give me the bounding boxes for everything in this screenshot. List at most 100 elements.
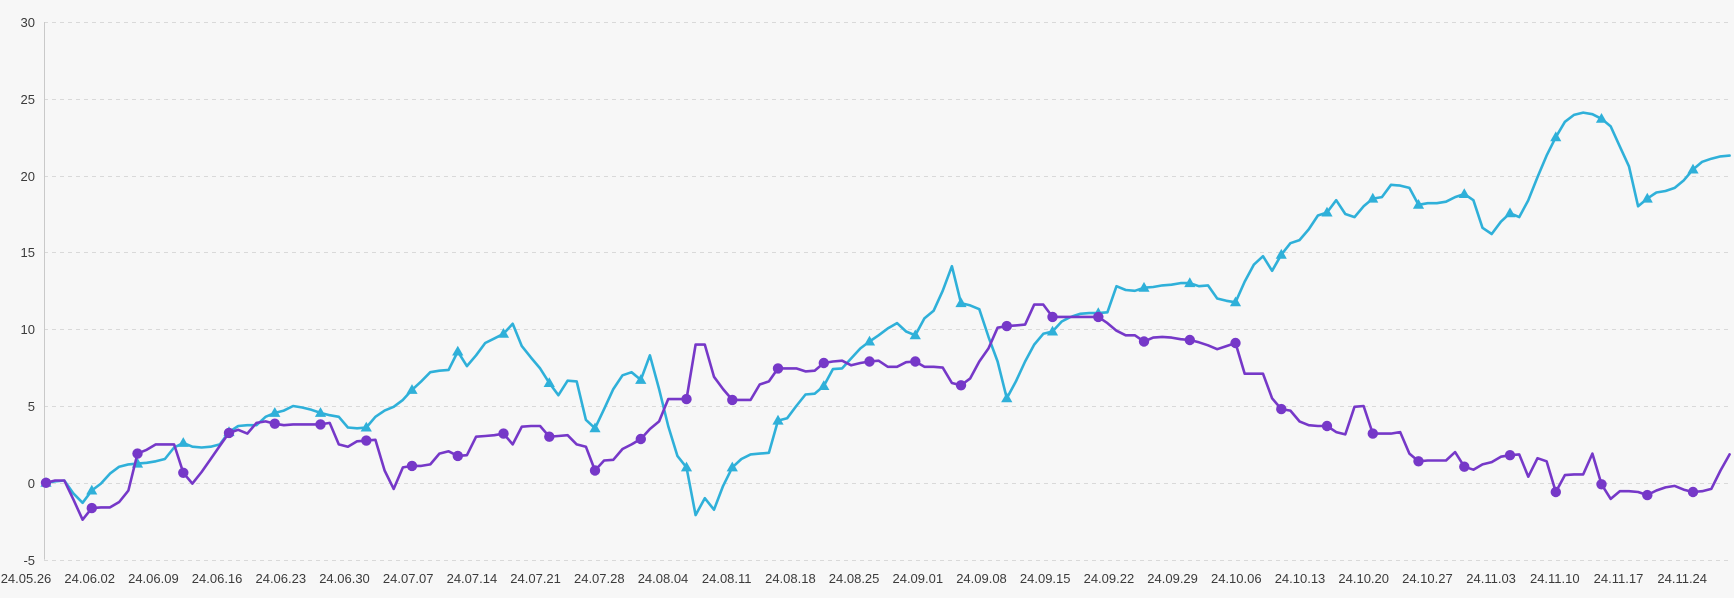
triangle-marker[interactable] [452,345,464,356]
x-tick-label: 24.10.13 [1275,571,1326,586]
x-tick-label: 24.08.04 [638,571,689,586]
triangle-marker[interactable] [1367,192,1379,203]
circle-marker[interactable] [1184,334,1196,346]
triangle-marker[interactable] [360,421,372,432]
triangle-marker[interactable] [269,407,281,417]
triangle-marker[interactable] [1001,392,1013,403]
y-tick-label: 20 [21,169,35,184]
x-tick-label: 24.10.06 [1211,571,1262,586]
triangle-marker[interactable] [497,328,510,338]
triangle-marker[interactable] [818,380,830,390]
x-tick-label: 24.07.28 [574,571,625,586]
x-tick-label: 24.07.14 [447,571,498,586]
circle-marker[interactable] [1047,311,1058,323]
circle-marker[interactable] [1596,479,1607,490]
circle-marker[interactable] [589,465,601,476]
x-tick-label: 24.10.20 [1338,571,1389,586]
circle-marker[interactable] [910,356,921,367]
circle-marker[interactable] [178,467,189,478]
circle-marker[interactable] [223,427,235,439]
circle-marker[interactable] [727,394,738,406]
triangle-marker[interactable] [1046,325,1059,336]
x-tick-label: 24.09.22 [1084,571,1135,586]
triangle-marker[interactable] [1458,188,1470,198]
circle-marker[interactable] [1413,456,1424,467]
circle-marker[interactable] [681,393,692,405]
purple-line[interactable] [44,303,1731,522]
circle-marker[interactable] [1276,403,1287,415]
circle-marker[interactable] [406,460,418,472]
x-tick-label: 24.11.10 [1530,571,1580,586]
x-tick-label: 24.06.30 [319,571,370,586]
y-tick-label: 25 [21,92,35,107]
triangle-marker[interactable] [1504,207,1516,218]
cyan-line[interactable] [44,111,1731,517]
x-axis-labels: 24.05.26 24.06.02 24.06.09 24.06.16 24.06.23… [1,571,1707,586]
y-tick-label: -5 [23,553,35,568]
x-tick-label: 24.09.01 [892,571,943,586]
triangle-marker[interactable] [177,437,189,447]
triangle-marker[interactable] [955,297,967,308]
purple-line-markers [40,311,1699,514]
triangle-marker[interactable] [1275,248,1287,259]
triangle-marker[interactable] [1687,163,1699,174]
triangle-marker[interactable] [726,461,738,472]
circle-marker[interactable] [635,433,646,445]
circle-marker[interactable] [1001,320,1012,332]
x-tick-label: 24.06.02 [64,571,115,586]
triangle-marker[interactable] [1412,199,1425,209]
cyan-line-group [40,111,1731,517]
circle-marker[interactable] [772,363,784,374]
circle-marker[interactable] [864,356,875,367]
triangle-marker[interactable] [543,377,555,387]
triangle-marker[interactable] [589,422,601,433]
triangle-marker[interactable] [1138,281,1150,292]
circle-marker[interactable] [1367,428,1379,439]
triangle-marker[interactable] [1595,113,1608,123]
circle-marker[interactable] [1459,461,1470,472]
triangle-marker[interactable] [909,329,921,340]
circle-marker[interactable] [452,450,463,462]
circle-marker[interactable] [361,435,372,446]
triangle-marker[interactable] [635,374,647,384]
triangle-marker[interactable] [1229,296,1242,307]
circle-marker[interactable] [269,418,280,429]
triangle-marker[interactable] [1641,192,1653,203]
triangle-marker[interactable] [406,384,418,394]
circle-marker[interactable] [1321,420,1333,432]
triangle-marker[interactable] [1550,131,1562,142]
circle-marker[interactable] [1230,337,1241,349]
circle-marker[interactable] [40,477,52,488]
x-tick-label: 24.09.15 [1020,571,1071,586]
circle-marker[interactable] [955,380,967,391]
circle-marker[interactable] [132,448,143,459]
x-tick-label: 24.07.21 [510,571,561,586]
circle-marker[interactable] [1093,311,1104,323]
x-tick-label: 24.11.17 [1594,571,1644,586]
triangle-marker[interactable] [863,335,876,346]
x-tick-label: 24.09.08 [956,571,1007,586]
y-tick-label: 5 [28,399,35,414]
y-tick-label: 15 [21,245,35,260]
circle-marker[interactable] [315,419,326,430]
circle-marker[interactable] [544,431,555,442]
circle-marker[interactable] [498,428,509,439]
triangle-marker[interactable] [772,414,784,425]
circle-marker[interactable] [1550,486,1562,498]
triangle-marker[interactable] [1321,206,1333,217]
circle-marker[interactable] [818,357,829,369]
circle-marker[interactable] [1687,486,1699,498]
triangle-marker[interactable] [680,461,693,472]
circle-marker[interactable] [86,502,98,514]
triangle-marker[interactable] [1184,277,1196,288]
triangle-marker[interactable] [314,407,327,417]
circle-marker[interactable] [1138,336,1150,347]
x-tick-label: 24.11.24 [1657,571,1707,586]
circle-marker[interactable] [1642,489,1653,501]
y-tick-label: 10 [21,322,35,337]
circle-marker[interactable] [1504,450,1516,461]
triangle-marker[interactable] [86,484,98,495]
